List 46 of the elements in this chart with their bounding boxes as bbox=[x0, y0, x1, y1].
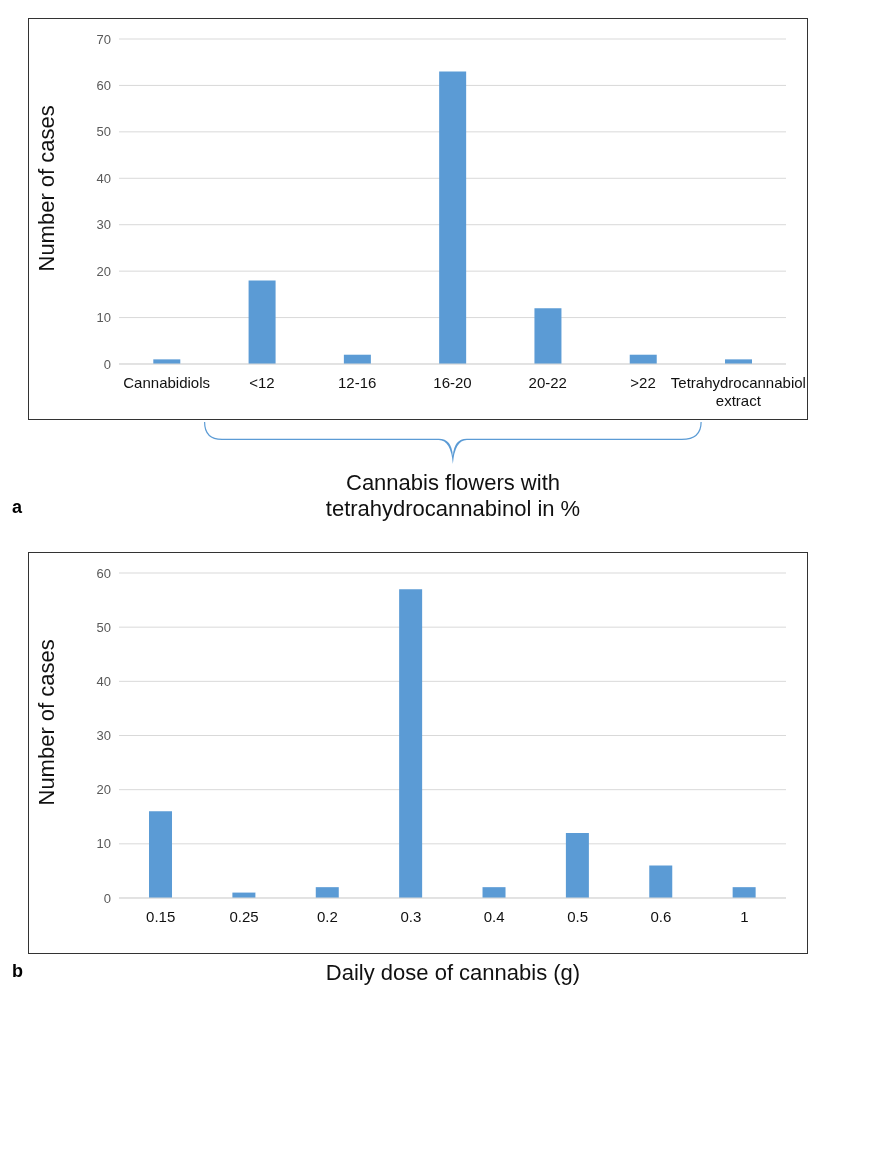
bar bbox=[534, 308, 562, 364]
y-tick-label: 40 bbox=[96, 673, 111, 689]
x-tick-label: <12 bbox=[249, 374, 275, 391]
x-tick-label: Cannabidiols bbox=[123, 374, 211, 391]
bar bbox=[565, 833, 589, 898]
x-tick-label: 0.5 bbox=[567, 908, 588, 925]
y-tick-label: 50 bbox=[96, 124, 111, 140]
x-tick-label: 16-20 bbox=[433, 374, 472, 391]
x-tick-label: 0.2 bbox=[317, 908, 338, 925]
x-tick-label: 20-22 bbox=[528, 374, 567, 391]
y-tick-label: 40 bbox=[96, 170, 111, 186]
x-tick-label: 0.3 bbox=[400, 908, 422, 925]
x-tick-label: 0.15 bbox=[146, 908, 176, 925]
x-axis-title: Cannabis flowers with tetrahydrocannabinol in % bbox=[324, 470, 582, 522]
y-tick-label: 30 bbox=[96, 217, 111, 233]
y-tick-label: 50 bbox=[96, 619, 111, 635]
y-tick-label: 20 bbox=[96, 263, 111, 279]
y-tick-label: 20 bbox=[96, 782, 111, 798]
bar bbox=[399, 589, 423, 898]
y-tick-label: 10 bbox=[96, 836, 111, 852]
x-tick-label: 0.25 bbox=[229, 908, 259, 925]
y-tick-label: 10 bbox=[96, 310, 111, 326]
x-tick-label: 0.4 bbox=[483, 908, 505, 925]
x-tick-label: Tetrahydrocannabiol extract bbox=[670, 374, 806, 409]
x-tick-label: >22 bbox=[630, 374, 656, 391]
text: a bbox=[12, 497, 23, 518]
y-axis-title: Number of cases bbox=[33, 105, 59, 272]
y-tick-label: 0 bbox=[103, 890, 111, 906]
y-axis-title: Number of cases bbox=[33, 639, 59, 806]
bar bbox=[149, 811, 173, 898]
bar bbox=[482, 887, 506, 898]
x-tick-label: 0.6 bbox=[650, 908, 672, 925]
x-tick-label: 1 bbox=[740, 908, 749, 925]
bar bbox=[315, 887, 339, 898]
x-axis-title: Daily dose of cannabis (g) bbox=[324, 960, 582, 986]
y-tick-label: 30 bbox=[96, 728, 111, 744]
y-tick-label: 0 bbox=[103, 356, 111, 372]
y-tick-label: 60 bbox=[96, 565, 111, 581]
bar bbox=[732, 887, 756, 898]
bar bbox=[248, 280, 276, 364]
bar bbox=[439, 71, 467, 364]
y-tick-label: 60 bbox=[96, 78, 111, 94]
bar bbox=[649, 865, 673, 898]
y-tick-label: 70 bbox=[96, 31, 111, 47]
text: b bbox=[12, 961, 23, 982]
x-tick-label: 12-16 bbox=[338, 374, 377, 391]
